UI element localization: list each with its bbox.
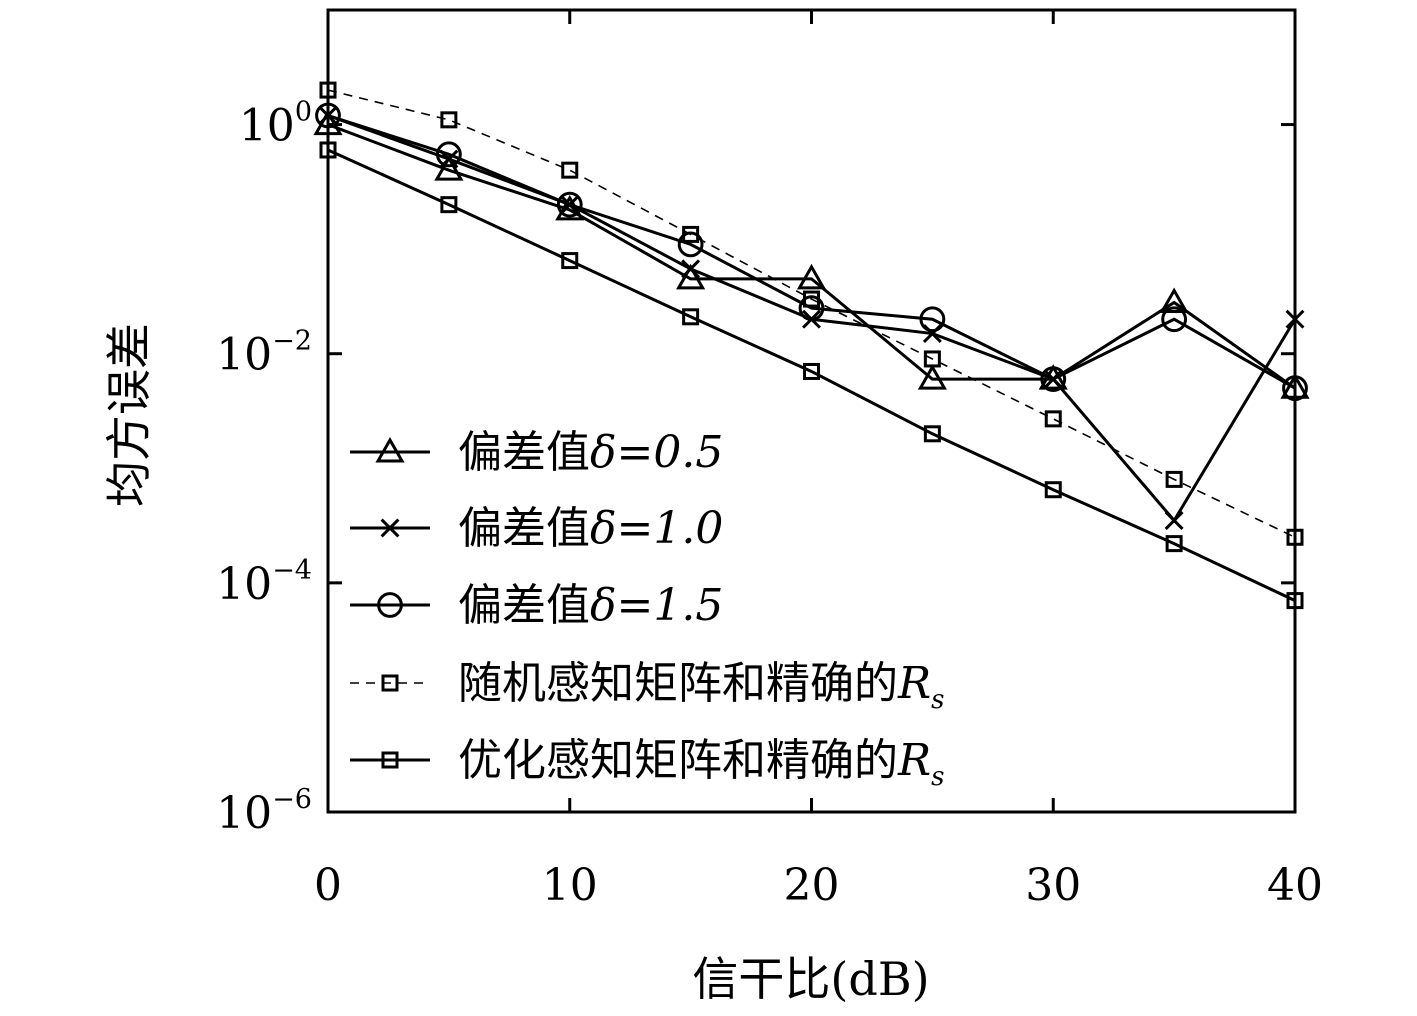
- x-tick-label: 0: [314, 860, 342, 911]
- square-marker: [923, 350, 941, 368]
- circle-marker: [1040, 366, 1067, 393]
- triangle-marker: [434, 155, 464, 181]
- square-marker: [561, 252, 579, 270]
- circle-marker: [1161, 306, 1188, 333]
- axes-layer: 0 10 20 30 40 100 10−2 10−4 10−6: [216, 10, 1323, 911]
- series-line: [327, 114, 1296, 390]
- x-marker-stroke: [380, 518, 400, 538]
- triangle-marker: [375, 436, 405, 463]
- legend: 偏差值δ=0.5 偏差值δ=1.0 偏差值δ=1.5 随机感知矩阵和精确的Rs 优化感知…: [350, 427, 944, 792]
- x-tick-label: 30: [1025, 860, 1081, 911]
- series-4: [319, 81, 1304, 546]
- marker-square: [381, 751, 399, 769]
- marker-square: [682, 308, 700, 326]
- triangle-marker: [796, 263, 827, 290]
- marker-triangle: [917, 364, 947, 390]
- x-tick-label: 40: [1267, 860, 1323, 911]
- circle-marker: [377, 592, 403, 618]
- square-marker: [803, 362, 820, 380]
- square-marker: [682, 308, 700, 326]
- legend-label: 偏差值δ=0.5: [458, 427, 723, 478]
- legend-entry-4: 随机感知矩阵和精确的Rs: [350, 658, 944, 715]
- marker-circle: [1040, 366, 1067, 393]
- circle-marker: [556, 191, 583, 218]
- triangle-marker: [676, 263, 706, 290]
- marker-square: [682, 225, 700, 243]
- series-1: [313, 109, 1310, 399]
- circle-marker: [919, 306, 946, 333]
- square-marker: [1165, 535, 1183, 553]
- series-3: [315, 102, 1308, 402]
- y-tick-label: 100: [239, 97, 312, 152]
- marker-circle: [798, 295, 825, 322]
- square-marker: [440, 196, 458, 214]
- y-tick-label: 10−2: [216, 326, 312, 381]
- square-marker: [682, 225, 700, 243]
- legend-label: 偏差值δ=1.5: [458, 580, 723, 631]
- legend-label: 偏差值δ=1.0: [458, 503, 723, 554]
- marker-circle: [919, 306, 946, 333]
- marker-square: [803, 362, 820, 380]
- square-marker: [381, 751, 399, 769]
- series-line: [327, 148, 1296, 602]
- triangle-marker: [1159, 287, 1189, 313]
- legend-entry-2: 偏差值δ=1.0: [350, 503, 723, 554]
- marker-circle: [435, 141, 462, 168]
- marker-circle: [1161, 306, 1188, 333]
- marker-square: [561, 161, 579, 179]
- square-marker: [440, 111, 458, 129]
- square-marker: [803, 290, 820, 308]
- square-marker: [1165, 470, 1183, 488]
- marker-square: [440, 111, 458, 129]
- marker-triangle: [1159, 287, 1189, 313]
- marker-circle: [556, 191, 583, 218]
- circle-marker: [677, 231, 704, 258]
- y-axis-label: 均方误差: [102, 323, 156, 507]
- marker-square: [1044, 410, 1062, 428]
- legend-label: 优化感知矩阵和精确的Rs: [458, 735, 944, 792]
- circle-marker: [435, 141, 462, 168]
- legend-entry-1: 偏差值δ=0.5: [350, 427, 723, 478]
- marker-circle: [377, 592, 403, 618]
- x-axis-label: 信干比(dB): [692, 952, 929, 1006]
- square-marker: [1044, 410, 1062, 428]
- square-marker: [923, 425, 941, 443]
- marker-square: [561, 252, 579, 270]
- marker-square: [381, 674, 399, 692]
- square-marker: [381, 674, 399, 692]
- legend-label: 随机感知矩阵和精确的Rs: [458, 658, 944, 715]
- marker-square: [1044, 481, 1062, 499]
- marker-x: [681, 259, 701, 279]
- marker-square: [1165, 470, 1183, 488]
- square-marker: [561, 161, 579, 179]
- marker-x: [1164, 511, 1184, 530]
- legend-entry-3: 偏差值δ=1.5: [350, 580, 723, 631]
- legend-entry-5: 优化感知矩阵和精确的Rs: [350, 735, 944, 792]
- marker-square: [803, 290, 820, 308]
- y-tick-label: 10−4: [216, 555, 312, 610]
- triangle-marker: [917, 364, 947, 390]
- marker-triangle: [375, 436, 405, 463]
- series-5: [319, 141, 1304, 610]
- marker-square: [923, 350, 941, 368]
- marker-triangle: [434, 155, 464, 181]
- circle-marker: [798, 295, 825, 322]
- x-marker-stroke: [1164, 511, 1184, 530]
- marker-triangle: [676, 263, 706, 290]
- y-tick-label: 10−6: [216, 784, 312, 839]
- series-line: [327, 123, 1296, 390]
- x-tick-label: 10: [542, 860, 598, 911]
- marker-triangle: [796, 263, 827, 290]
- series-line: [327, 89, 1296, 538]
- marker-x: [380, 518, 400, 538]
- x-tick-label: 20: [784, 860, 840, 911]
- square-marker: [1044, 481, 1062, 499]
- marker-square: [923, 425, 941, 443]
- marker-circle: [677, 231, 704, 258]
- x-marker-stroke: [681, 259, 701, 279]
- marker-square: [1165, 535, 1183, 553]
- marker-square: [440, 196, 458, 214]
